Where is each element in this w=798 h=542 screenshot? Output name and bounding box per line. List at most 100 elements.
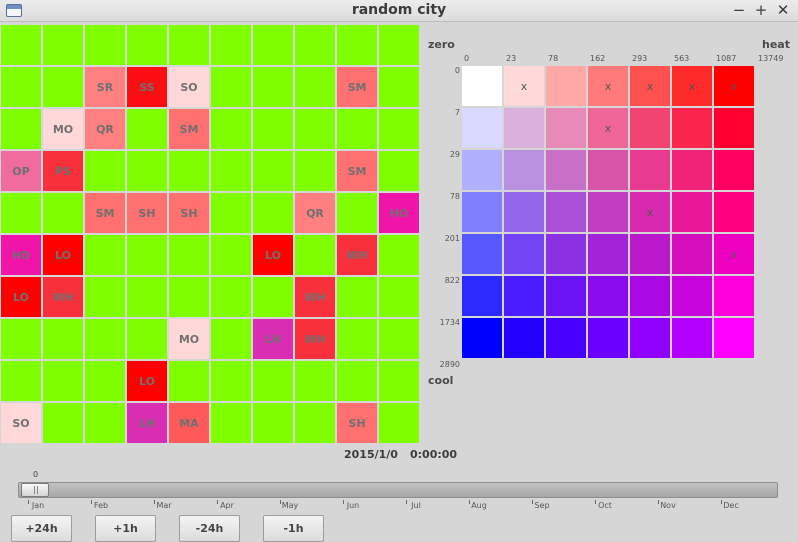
grid-cell-5-3[interactable] xyxy=(127,235,167,275)
grid-cell-7-2[interactable] xyxy=(85,319,125,359)
grid-cell-4-6[interactable] xyxy=(253,193,293,233)
grid-cell-4-4[interactable]: SH xyxy=(169,193,209,233)
grid-cell-7-6[interactable]: LH xyxy=(253,319,293,359)
grid-cell-3-3[interactable] xyxy=(127,151,167,191)
grid-cell-2-8[interactable] xyxy=(337,109,377,149)
grid-cell-0-5[interactable] xyxy=(211,25,251,65)
grid-cell-5-2[interactable] xyxy=(85,235,125,275)
grid-cell-9-1[interactable] xyxy=(43,403,83,443)
grid-cell-9-5[interactable] xyxy=(211,403,251,443)
grid-cell-5-0[interactable]: HO xyxy=(1,235,41,275)
grid-cell-8-9[interactable] xyxy=(379,361,419,401)
plus-1h-button[interactable]: +1h xyxy=(95,515,156,542)
grid-cell-6-7[interactable]: WH xyxy=(295,277,335,317)
grid-cell-8-1[interactable] xyxy=(43,361,83,401)
grid-cell-3-4[interactable] xyxy=(169,151,209,191)
grid-cell-4-7[interactable]: QR xyxy=(295,193,335,233)
time-slider[interactable]: 0 Jan Feb Mar Apr May Jun Jul Aug Sep Oct Nov Dec xyxy=(18,470,780,514)
grid-cell-4-0[interactable] xyxy=(1,193,41,233)
grid-cell-3-2[interactable] xyxy=(85,151,125,191)
minus-1h-button[interactable]: -1h xyxy=(263,515,324,542)
maximize-button[interactable]: + xyxy=(754,1,768,19)
grid-cell-9-0[interactable]: SO xyxy=(1,403,41,443)
grid-cell-5-9[interactable] xyxy=(379,235,419,275)
grid-cell-0-1[interactable] xyxy=(43,25,83,65)
grid-cell-2-2[interactable]: QR xyxy=(85,109,125,149)
grid-cell-9-2[interactable] xyxy=(85,403,125,443)
grid-cell-1-4[interactable]: SO xyxy=(169,67,209,107)
grid-cell-6-1[interactable]: WH xyxy=(43,277,83,317)
grid-cell-0-3[interactable] xyxy=(127,25,167,65)
grid-cell-8-7[interactable] xyxy=(295,361,335,401)
grid-cell-2-6[interactable] xyxy=(253,109,293,149)
grid-cell-8-8[interactable] xyxy=(337,361,377,401)
minus-24h-button[interactable]: -24h xyxy=(179,515,240,542)
slider-track[interactable] xyxy=(18,482,778,498)
grid-cell-3-1[interactable]: PS xyxy=(43,151,83,191)
grid-cell-5-4[interactable] xyxy=(169,235,209,275)
grid-cell-9-7[interactable] xyxy=(295,403,335,443)
grid-cell-7-0[interactable] xyxy=(1,319,41,359)
grid-cell-7-9[interactable] xyxy=(379,319,419,359)
grid-cell-2-0[interactable] xyxy=(1,109,41,149)
grid-cell-1-2[interactable]: SR xyxy=(85,67,125,107)
grid-cell-1-0[interactable] xyxy=(1,67,41,107)
grid-cell-0-7[interactable] xyxy=(295,25,335,65)
grid-cell-9-6[interactable] xyxy=(253,403,293,443)
grid-cell-7-5[interactable] xyxy=(211,319,251,359)
grid-cell-8-4[interactable] xyxy=(169,361,209,401)
grid-cell-8-3[interactable]: LO xyxy=(127,361,167,401)
grid-cell-9-9[interactable] xyxy=(379,403,419,443)
grid-cell-1-9[interactable] xyxy=(379,67,419,107)
grid-cell-3-6[interactable] xyxy=(253,151,293,191)
grid-cell-0-8[interactable] xyxy=(337,25,377,65)
grid-cell-4-9[interactable]: HO xyxy=(379,193,419,233)
grid-cell-2-4[interactable]: SM xyxy=(169,109,209,149)
grid-cell-7-8[interactable] xyxy=(337,319,377,359)
grid-cell-9-8[interactable]: SH xyxy=(337,403,377,443)
grid-cell-4-5[interactable] xyxy=(211,193,251,233)
grid-cell-6-4[interactable] xyxy=(169,277,209,317)
grid-cell-3-9[interactable] xyxy=(379,151,419,191)
grid-cell-3-0[interactable]: OP xyxy=(1,151,41,191)
grid-cell-9-3[interactable]: LH xyxy=(127,403,167,443)
grid-cell-1-7[interactable] xyxy=(295,67,335,107)
grid-cell-2-1[interactable]: MO xyxy=(43,109,83,149)
grid-cell-1-6[interactable] xyxy=(253,67,293,107)
grid-cell-0-0[interactable] xyxy=(1,25,41,65)
grid-cell-7-1[interactable] xyxy=(43,319,83,359)
close-button[interactable]: ✕ xyxy=(776,1,790,19)
grid-cell-6-9[interactable] xyxy=(379,277,419,317)
grid-cell-2-3[interactable] xyxy=(127,109,167,149)
grid-cell-6-0[interactable]: LO xyxy=(1,277,41,317)
grid-cell-3-5[interactable] xyxy=(211,151,251,191)
grid-cell-4-2[interactable]: SM xyxy=(85,193,125,233)
plus-24h-button[interactable]: +24h xyxy=(11,515,72,542)
grid-cell-5-6[interactable]: LO xyxy=(253,235,293,275)
grid-cell-8-0[interactable] xyxy=(1,361,41,401)
grid-cell-5-5[interactable] xyxy=(211,235,251,275)
grid-cell-9-4[interactable]: MA xyxy=(169,403,209,443)
grid-cell-0-2[interactable] xyxy=(85,25,125,65)
grid-cell-0-4[interactable] xyxy=(169,25,209,65)
grid-cell-5-7[interactable] xyxy=(295,235,335,275)
grid-cell-5-1[interactable]: LO xyxy=(43,235,83,275)
grid-cell-0-6[interactable] xyxy=(253,25,293,65)
grid-cell-3-7[interactable] xyxy=(295,151,335,191)
grid-cell-1-3[interactable]: SS xyxy=(127,67,167,107)
grid-cell-7-4[interactable]: MO xyxy=(169,319,209,359)
grid-cell-1-1[interactable] xyxy=(43,67,83,107)
grid-cell-8-6[interactable] xyxy=(253,361,293,401)
grid-cell-4-1[interactable] xyxy=(43,193,83,233)
grid-cell-8-2[interactable] xyxy=(85,361,125,401)
grid-cell-1-5[interactable] xyxy=(211,67,251,107)
grid-cell-6-3[interactable] xyxy=(127,277,167,317)
grid-cell-2-9[interactable] xyxy=(379,109,419,149)
grid-cell-6-2[interactable] xyxy=(85,277,125,317)
grid-cell-0-9[interactable] xyxy=(379,25,419,65)
grid-cell-8-5[interactable] xyxy=(211,361,251,401)
grid-cell-2-5[interactable] xyxy=(211,109,251,149)
minimize-button[interactable]: − xyxy=(732,1,746,19)
grid-cell-7-7[interactable]: WH xyxy=(295,319,335,359)
grid-cell-6-6[interactable] xyxy=(253,277,293,317)
